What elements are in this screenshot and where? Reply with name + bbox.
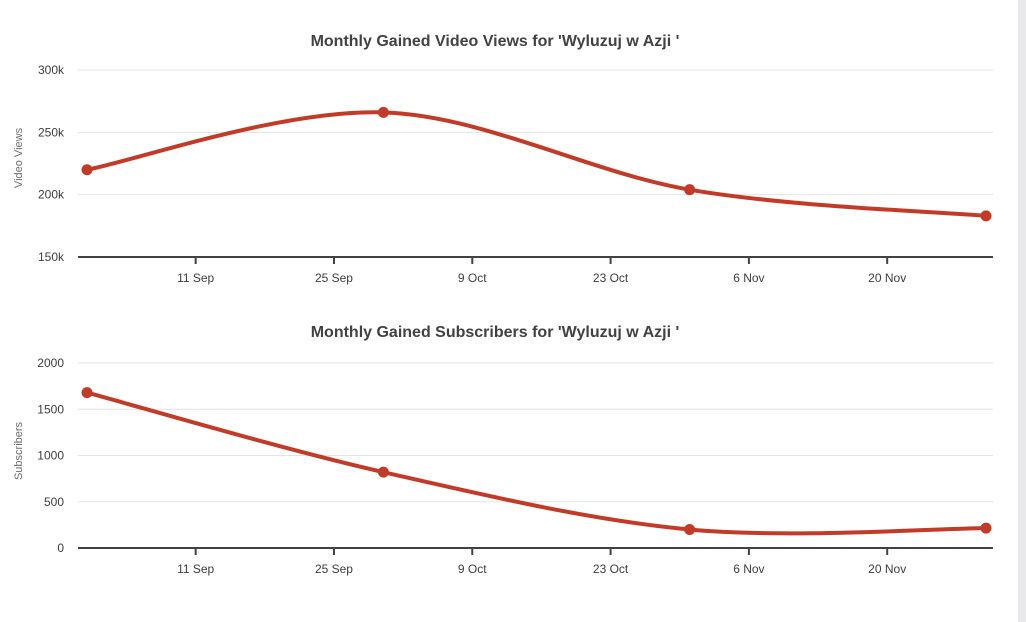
x-tick-label: 23 Oct bbox=[593, 271, 629, 285]
x-tick-label: 11 Sep bbox=[177, 562, 214, 576]
x-tick-label: 23 Oct bbox=[593, 562, 629, 576]
x-tick-label: 20 Nov bbox=[868, 562, 906, 576]
y-tick-label: 200k bbox=[38, 188, 65, 202]
y-tick-label: 1500 bbox=[37, 402, 64, 416]
y-tick-label: 500 bbox=[44, 495, 64, 509]
data-point[interactable] bbox=[377, 106, 389, 118]
x-tick-label: 25 Sep bbox=[315, 562, 353, 576]
x-tick-label: 6 Nov bbox=[733, 271, 764, 285]
data-point[interactable] bbox=[81, 387, 93, 399]
video-views-chart: Monthly Gained Video Views for 'Wyluzuj … bbox=[13, 33, 993, 285]
data-point[interactable] bbox=[980, 210, 992, 222]
data-point[interactable] bbox=[980, 522, 992, 534]
x-tick-label: 20 Nov bbox=[868, 271, 906, 285]
video-views-plot-area: 150k 200k 250k 300k 11 Sep 25 Sep 9 Oct 23 Oct 6… bbox=[38, 63, 993, 285]
data-point[interactable] bbox=[81, 164, 93, 176]
subscribers-chart: Monthly Gained Subscribers for 'Wyluzuj … bbox=[13, 324, 993, 576]
video-views-y-axis-title: Video Views bbox=[13, 127, 25, 188]
y-tick-label: 1000 bbox=[37, 449, 64, 463]
scrollbar-track[interactable] bbox=[1018, 0, 1026, 622]
subscribers-plot-area: 0 500 1000 1500 2000 11 Sep 25 Sep 9 Oct 23 Oct 6… bbox=[37, 356, 993, 576]
y-tick-label: 250k bbox=[38, 125, 65, 139]
subscribers-y-axis-title: Subscribers bbox=[13, 421, 25, 480]
subscribers-chart-title: Monthly Gained Subscribers for 'Wyluzuj … bbox=[311, 324, 680, 341]
y-tick-label: 300k bbox=[38, 63, 65, 77]
data-point[interactable] bbox=[377, 466, 389, 478]
data-point[interactable] bbox=[684, 184, 696, 196]
series-line bbox=[85, 390, 988, 536]
x-tick-label: 25 Sep bbox=[315, 271, 353, 285]
x-tick-label: 9 Oct bbox=[458, 271, 487, 285]
y-tick-label: 2000 bbox=[37, 356, 64, 370]
x-tick-label: 11 Sep bbox=[177, 271, 214, 285]
video-views-chart-title: Monthly Gained Video Views for 'Wyluzuj … bbox=[311, 33, 680, 50]
y-tick-label: 0 bbox=[57, 541, 64, 555]
x-tick-label: 6 Nov bbox=[733, 562, 764, 576]
series-line bbox=[85, 110, 988, 218]
y-tick-label: 150k bbox=[38, 250, 65, 264]
x-tick-label: 9 Oct bbox=[458, 562, 487, 576]
data-point[interactable] bbox=[684, 524, 696, 535]
